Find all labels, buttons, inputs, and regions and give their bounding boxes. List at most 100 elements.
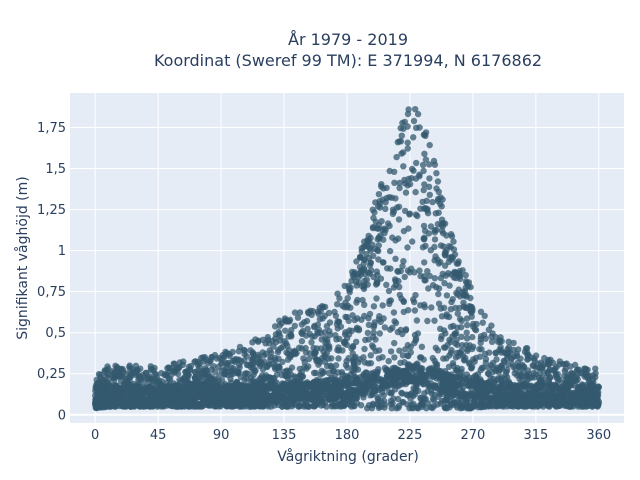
data-point: [410, 392, 417, 400]
data-point: [260, 352, 268, 359]
data-point: [209, 376, 217, 384]
data-point: [359, 386, 366, 393]
data-point: [530, 369, 537, 377]
data-point: [255, 359, 263, 366]
x-tick-label: 225: [398, 428, 423, 443]
data-point: [421, 181, 428, 188]
data-point: [429, 282, 437, 289]
data-point: [365, 373, 372, 381]
data-point: [388, 390, 395, 397]
data-point: [262, 340, 269, 347]
data-point: [208, 391, 215, 398]
data-point: [400, 163, 407, 170]
data-point: [400, 258, 407, 265]
data-point: [454, 310, 461, 317]
data-point: [408, 265, 415, 272]
data-point: [392, 319, 400, 327]
data-point: [367, 392, 374, 399]
data-point: [366, 310, 374, 318]
data-point: [412, 211, 420, 218]
data-point: [304, 380, 311, 388]
data-point: [479, 319, 486, 326]
data-point: [417, 394, 424, 401]
data-point: [493, 364, 501, 371]
data-point: [222, 396, 229, 403]
data-point: [477, 339, 484, 346]
data-point: [367, 352, 374, 359]
x-tick-label: 0: [91, 428, 99, 443]
data-point: [352, 353, 359, 361]
data-point: [420, 186, 427, 194]
data-point: [513, 352, 521, 360]
data-point: [417, 400, 425, 408]
data-point: [374, 236, 381, 243]
data-point: [354, 296, 361, 304]
data-point: [335, 387, 343, 394]
data-point: [377, 275, 385, 282]
data-point: [316, 398, 324, 405]
data-point: [389, 400, 396, 407]
data-point: [325, 369, 333, 377]
data-point: [443, 378, 450, 385]
data-point: [235, 356, 243, 363]
data-point: [452, 274, 460, 282]
data-point: [361, 312, 368, 320]
data-point: [399, 390, 406, 397]
data-point: [387, 348, 395, 355]
data-point: [302, 388, 310, 395]
data-point: [275, 330, 283, 338]
data-point: [118, 366, 125, 373]
data-point: [425, 366, 432, 373]
data-point: [453, 336, 460, 343]
data-point: [401, 207, 409, 215]
data-point: [485, 370, 492, 378]
x-tick-label: 180: [335, 428, 360, 443]
data-point: [291, 309, 299, 316]
data-point: [453, 373, 460, 380]
data-point: [515, 403, 522, 410]
data-point: [241, 350, 248, 358]
data-point: [461, 357, 468, 364]
y-tick-label: 1,5: [45, 162, 66, 177]
data-point: [472, 327, 480, 334]
data-point: [213, 383, 220, 390]
data-point: [396, 179, 403, 187]
data-point: [350, 358, 357, 366]
data-point: [392, 255, 399, 262]
data-point: [595, 383, 602, 390]
data-point: [555, 375, 562, 382]
data-point: [294, 314, 302, 321]
data-point: [421, 150, 428, 157]
data-point: [288, 364, 296, 371]
data-point: [421, 236, 428, 243]
data-point: [413, 124, 420, 131]
data-point: [282, 317, 289, 324]
data-point: [375, 375, 383, 382]
data-point: [326, 328, 333, 335]
data-point: [181, 373, 188, 381]
data-point: [335, 355, 342, 362]
data-point: [312, 369, 319, 377]
data-point: [382, 367, 390, 374]
data-point: [124, 402, 131, 409]
data-point: [93, 404, 100, 411]
data-point: [425, 400, 432, 407]
data-point: [94, 385, 102, 393]
data-point: [383, 281, 390, 288]
data-point: [344, 364, 351, 371]
data-point: [372, 388, 379, 395]
data-point: [318, 367, 325, 374]
data-point: [308, 311, 315, 319]
y-tick-label: 0: [58, 408, 66, 423]
data-point: [334, 325, 341, 332]
data-point: [375, 225, 382, 232]
data-point: [104, 379, 111, 386]
data-point: [364, 405, 371, 412]
x-tick-label: 135: [272, 428, 297, 443]
data-point: [441, 280, 448, 287]
data-point: [375, 191, 383, 198]
data-point: [217, 401, 224, 408]
data-point: [391, 179, 398, 186]
data-point: [406, 180, 414, 188]
